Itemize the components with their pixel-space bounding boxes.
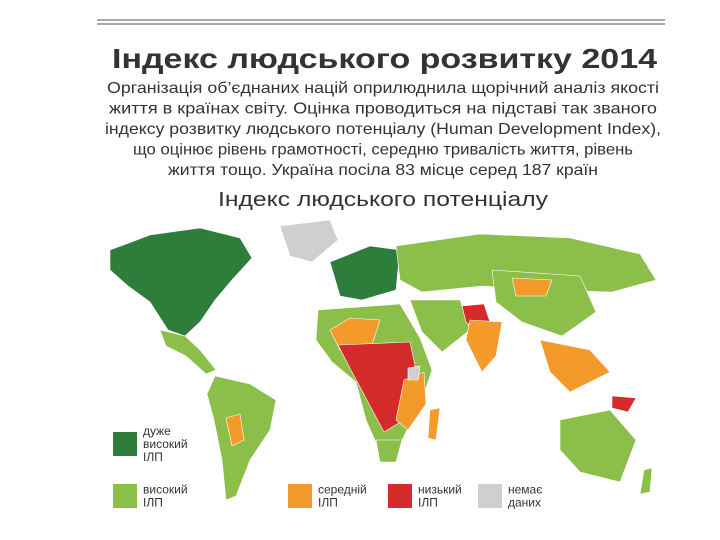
legend-label: ІЛП	[318, 496, 338, 510]
region	[395, 233, 657, 293]
legend-label: високий	[143, 483, 188, 497]
legend-label: високий	[143, 437, 188, 451]
region	[375, 439, 403, 463]
description-line: індексу розвитку людського потенціалу (H…	[105, 121, 661, 138]
legend-label: низький	[418, 483, 462, 497]
region	[639, 467, 653, 495]
legend-swatch	[113, 432, 137, 456]
region	[611, 395, 637, 413]
legend-label: ІЛП	[143, 450, 163, 464]
legend-label: немає	[508, 483, 542, 497]
region	[559, 409, 637, 483]
region	[465, 319, 503, 373]
legend-swatch	[388, 484, 412, 508]
legend-label: середній	[318, 483, 367, 497]
description-line: життя в країнах світу. Оцінка проводитьс…	[109, 101, 657, 118]
map	[109, 219, 657, 501]
legend-label: дуже	[143, 424, 171, 438]
legend-label: ІЛП	[418, 496, 438, 510]
region	[427, 407, 441, 441]
region	[329, 317, 381, 351]
region	[279, 219, 339, 263]
description: Організація об’єднаних націй оприлюднила…	[105, 80, 661, 179]
legend-label: даних	[508, 496, 541, 510]
region	[225, 413, 245, 447]
legend-label: ІЛП	[143, 496, 163, 510]
legend: дужевисокийІЛПвисокийІЛПсереднійІЛПнизьк…	[113, 424, 542, 510]
map-title: Індекс людського потенціалу	[218, 189, 548, 211]
region	[511, 277, 553, 297]
region	[329, 245, 401, 301]
region	[395, 371, 427, 431]
region	[159, 329, 217, 375]
description-line: життя тощо. Україна посіла 83 місце сере…	[168, 162, 598, 179]
description-line: що оцінює рівень грамотності, середню тр…	[133, 142, 633, 159]
region	[109, 227, 253, 337]
region	[407, 365, 421, 381]
legend-swatch	[113, 484, 137, 508]
region	[539, 339, 611, 393]
legend-swatch	[478, 484, 502, 508]
legend-swatch	[288, 484, 312, 508]
region	[409, 299, 471, 353]
description-line: Організація об’єднаних націй оприлюднила…	[107, 80, 659, 97]
title: Індекс людського розвитку 2014	[112, 43, 658, 74]
